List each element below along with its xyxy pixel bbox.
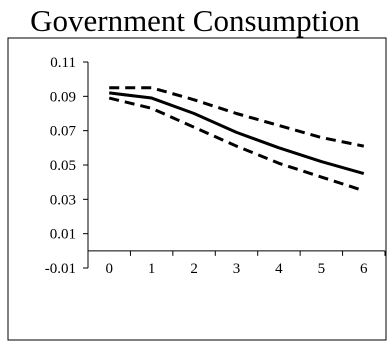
- chart-title: Government Consumption: [30, 3, 360, 38]
- x-tick-label: 6: [360, 261, 368, 277]
- x-tick-label: 0: [105, 261, 113, 277]
- y-tick-label: 0.05: [50, 158, 76, 174]
- x-tick-label: 1: [148, 261, 156, 277]
- y-tick-label: 0.01: [50, 227, 76, 243]
- series-line-dashed-1: [109, 86, 365, 148]
- y-tick-label: -0.01: [45, 261, 76, 277]
- y-tick-label: 0.09: [50, 89, 76, 105]
- x-tick-label: 2: [190, 261, 198, 277]
- y-tick-label: 0.11: [50, 55, 76, 71]
- series-line-dashed-2: [108, 96, 365, 193]
- y-tick-label: 0.03: [50, 192, 76, 208]
- x-tick-label: 3: [233, 261, 241, 277]
- x-tick-label: 5: [318, 261, 326, 277]
- x-tick-label: 4: [275, 261, 283, 277]
- plot-frame: [7, 37, 387, 341]
- series-line-solid: [109, 91, 365, 176]
- y-tick-label: 0.07: [50, 124, 77, 140]
